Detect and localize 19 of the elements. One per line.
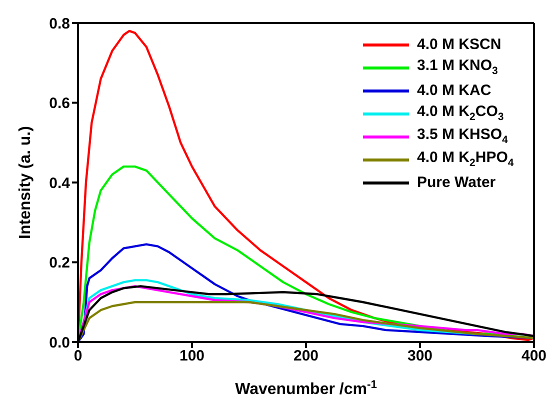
y-tick-label: 0.2 bbox=[49, 254, 70, 272]
legend-label: 3.5 M KHSO$_{4}$ bbox=[417, 126, 508, 146]
x-tick-label: 400 bbox=[521, 348, 547, 365]
legend-label: 4.0 M KSCN bbox=[417, 36, 502, 53]
y-tick-label: 0.0 bbox=[49, 334, 70, 352]
x-tick-label: 200 bbox=[293, 348, 319, 365]
y-tick-label: 0.6 bbox=[49, 95, 70, 112]
x-tick-label: 0 bbox=[74, 348, 82, 365]
x-axis-title: Wavenumber /cm$^{-1}$ bbox=[235, 379, 377, 398]
x-tick-label: 300 bbox=[407, 348, 433, 365]
legend-label: 4.0 M K$_{2}$HPO$_{4}$ bbox=[417, 148, 514, 168]
legend-label: 4.0 M K$_{2}$CO$_{3}$ bbox=[417, 102, 504, 122]
y-tick-label: 0.4 bbox=[49, 174, 71, 192]
y-axis-title: Intensity (a. u.) bbox=[17, 126, 34, 239]
legend-label: 4.0 M KAC bbox=[417, 82, 492, 99]
legend-label: Pure Water bbox=[417, 174, 496, 191]
legend-label: 3.1 M KNO$_{3}$ bbox=[417, 56, 498, 76]
x-tick-label: 100 bbox=[179, 348, 205, 365]
y-tick-label: 0.8 bbox=[49, 15, 70, 32]
